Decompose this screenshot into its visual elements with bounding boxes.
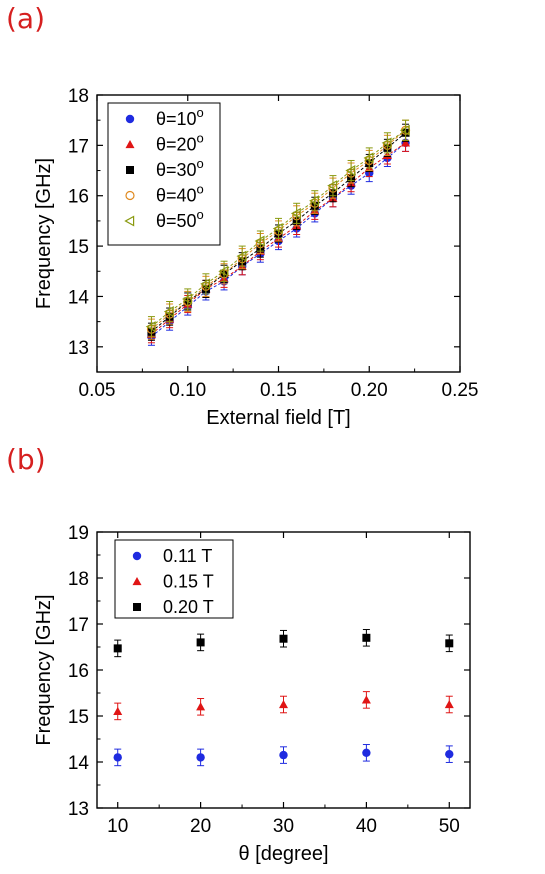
x-tick-label-a: 0.05 [79, 380, 116, 401]
legend-label-b: 0.11 T [163, 546, 212, 566]
data-point-b [113, 706, 123, 715]
data-point-a [145, 321, 156, 333]
legend-degree-sup: o [197, 182, 204, 197]
y-tick-label-a: 13 [68, 338, 89, 359]
series-b-1 [113, 691, 454, 721]
legend-degree-sup: o [197, 207, 204, 222]
legend-marker-b [133, 603, 141, 611]
data-point-b [279, 634, 288, 643]
x-tick-label-b: 40 [356, 816, 377, 837]
data-point-a [163, 306, 174, 318]
data-point-a [363, 152, 374, 164]
fit-line-a-1 [151, 142, 406, 335]
legend-label-a: θ=10o [156, 105, 204, 129]
legend-label-a: θ=30o [156, 156, 204, 180]
data-point-b [279, 700, 288, 709]
x-tick-label-b: 10 [107, 816, 128, 837]
x-tick-label-b: 30 [273, 816, 294, 837]
legend-label-a: θ=50o [156, 207, 204, 231]
y-tick-label-a: 16 [68, 187, 89, 208]
legend-marker-b [132, 577, 142, 586]
legend-label-b: 0.15 T [163, 572, 214, 592]
x-tick-label-b: 20 [190, 816, 211, 837]
legend-marker-b [132, 551, 142, 561]
y-axis-title-b: Frequency [GHz] [33, 594, 55, 745]
data-point-a [381, 137, 392, 149]
legend-marker-a [124, 215, 135, 227]
data-point-b [362, 633, 371, 642]
data-point-a [327, 180, 338, 192]
data-point-a [200, 278, 211, 290]
y-tick-label-a: 17 [68, 136, 89, 157]
data-point-b [445, 639, 454, 648]
y-tick-label-b: 17 [68, 615, 89, 636]
y-tick-label-a: 15 [68, 237, 89, 258]
x-axis-title-a: External field [T] [206, 407, 351, 429]
legend-marker-a [125, 140, 135, 149]
y-axis-title-a: Frequency [GHz] [33, 158, 55, 309]
data-point-b [444, 700, 454, 709]
legend-degree-sup: o [197, 131, 204, 146]
x-tick-label-a: 0.15 [260, 380, 297, 401]
series-b-0 [113, 744, 454, 767]
fit-line-a-0 [151, 142, 406, 338]
data-point-a [290, 207, 301, 219]
series-a-4 [145, 119, 410, 338]
y-tick-label-b: 19 [68, 523, 89, 544]
data-point-b [196, 638, 205, 647]
x-tick-label-a: 0.10 [169, 380, 206, 401]
legend-label-a: θ=20o [156, 131, 204, 155]
y-tick-label-b: 16 [68, 661, 89, 682]
data-point-a [236, 250, 247, 262]
x-tick-label-b: 50 [439, 816, 460, 837]
legend-degree-sup: o [197, 105, 204, 120]
series-b-2 [113, 629, 454, 658]
legend-label-a: θ=40o [156, 182, 204, 206]
legend-marker-a [125, 190, 135, 201]
data-point-b [196, 702, 206, 711]
y-tick-label-b: 15 [68, 707, 89, 728]
y-tick-label-b: 14 [68, 753, 90, 774]
legend-marker-a [125, 114, 135, 124]
data-point-b [196, 753, 205, 762]
data-point-b [445, 749, 454, 759]
data-point-a [401, 138, 411, 147]
y-tick-label-b: 13 [68, 799, 89, 820]
y-tick-label-a: 14 [68, 287, 90, 308]
data-point-a [399, 124, 410, 136]
data-point-b [113, 753, 122, 762]
data-point-a [254, 235, 265, 247]
data-point-a [345, 165, 356, 177]
data-point-a [272, 222, 283, 234]
data-point-a [218, 265, 229, 277]
x-tick-label-a: 0.25 [442, 380, 479, 401]
legend-degree-sup: o [197, 156, 204, 171]
data-point-a [182, 293, 192, 305]
legend-marker-a [126, 166, 134, 174]
data-point-b [361, 695, 371, 704]
panel-label-a: (a) [6, 2, 46, 35]
y-tick-label-b: 18 [68, 569, 89, 590]
panel-label-b: (b) [6, 443, 46, 476]
data-point-b [279, 750, 288, 760]
chart-a-group: 0.05 0.10 0.15 0.20 0.25 13 14 15 16 17 18 External… [33, 86, 478, 429]
y-tick-label-a: 18 [68, 86, 89, 107]
chart-b-group: 10 20 30 40 50 13 14 15 16 17 18 19 θ [degree] Freque… [33, 523, 471, 865]
x-axis-title-b: θ [degree] [238, 843, 328, 865]
data-point-b [113, 644, 122, 653]
legend-label-b: 0.20 T [163, 597, 214, 617]
x-tick-label-a: 0.20 [351, 380, 388, 401]
data-point-b [362, 748, 371, 757]
data-point-a [309, 195, 319, 207]
